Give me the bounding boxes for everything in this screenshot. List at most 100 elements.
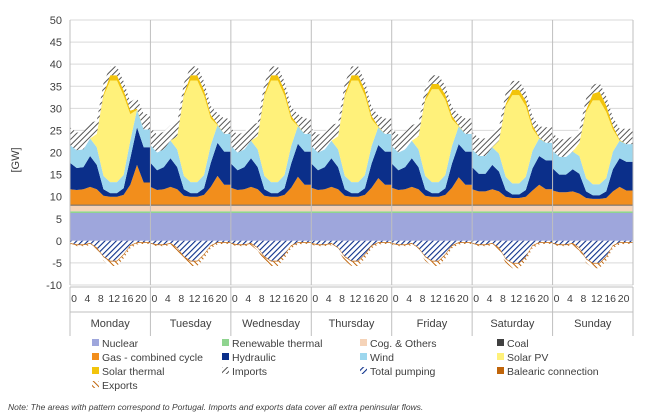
legend-swatch-hydraulic (222, 353, 229, 360)
x-hour-tick: 8 (178, 293, 184, 305)
area-nuclear-friday (391, 213, 473, 241)
legend-label-solar-pv: Solar PV (507, 352, 548, 364)
legend-label-renewable-thermal: Renewable thermal (232, 338, 322, 350)
area-gas-combined-cycle-sunday (552, 186, 633, 205)
area-coal-sunday (552, 204, 633, 206)
y-tick-label: -10 (46, 280, 62, 292)
legend-swatch-cog-others (360, 339, 367, 346)
legend: Nuclear Renewable thermal Cog. & Others Coa… (92, 338, 599, 392)
legend-label-exports: Exports (102, 380, 138, 392)
area-coal-saturday (472, 204, 553, 206)
area-total-pumping-tuesday (150, 240, 231, 261)
area-coal-thursday (311, 204, 392, 206)
area-exports-thursday (311, 243, 392, 266)
area-gas-combined-cycle-wednesday (230, 176, 312, 205)
legend-swatch-solar-pv (497, 353, 504, 360)
area-solar-pv-sunday (552, 100, 633, 185)
x-hour-tick: 16 (283, 293, 295, 305)
area-total-pumping-saturday (472, 240, 553, 263)
legend-label-gas-combined-cycle: Gas - combined cycle (102, 352, 203, 364)
x-day-label: Sunday (574, 318, 612, 330)
legend-swatch-total-pumping (360, 367, 367, 374)
legend-swatch-wind (360, 353, 367, 360)
x-hour-tick: 20 (216, 293, 228, 305)
area-cog-others-saturday (472, 205, 553, 212)
area-cog-others-wednesday (230, 205, 312, 212)
x-hour-tick: 4 (326, 293, 332, 305)
area-hydraulic-wednesday (230, 143, 312, 197)
y-tick-label: 5 (56, 214, 62, 226)
area-exports-wednesday (230, 243, 312, 266)
y-tick-label: 45 (50, 37, 62, 49)
y-tick-label: 40 (50, 59, 62, 71)
area-nuclear-wednesday (230, 213, 312, 241)
x-hour-tick: 8 (580, 293, 586, 305)
legend-label-nuclear: Nuclear (102, 338, 139, 350)
area-nuclear-saturday (472, 213, 553, 241)
chart-note: Note: The areas with pattern correspond … (8, 402, 423, 412)
legend-swatch-exports (92, 381, 99, 388)
legend-label-total-pumping: Total pumping (370, 366, 436, 378)
x-hour-tick: 0 (393, 293, 399, 305)
legend-label-hydraulic: Hydraulic (232, 352, 276, 364)
y-tick-label: -5 (52, 258, 62, 270)
x-day-label: Friday (417, 318, 448, 330)
area-nuclear-monday (70, 213, 151, 241)
legend-swatch-imports (222, 367, 229, 374)
x-hour-tick: 4 (165, 293, 171, 305)
area-renewable-thermal-sunday (552, 211, 633, 213)
x-hour-tick: 20 (618, 293, 630, 305)
y-tick-label: 0 (56, 236, 62, 248)
x-hour-tick: 20 (296, 293, 308, 305)
x-hour-tick: 20 (376, 293, 388, 305)
x-hour-tick: 0 (71, 293, 77, 305)
legend-label-imports: Imports (232, 366, 267, 378)
area-imports-friday (391, 75, 473, 153)
y-tick-label: 25 (50, 125, 62, 137)
x-hour-tick: 16 (363, 293, 375, 305)
area-wind-wednesday (230, 126, 312, 194)
area-imports-wednesday (230, 66, 312, 153)
area-wind-thursday (311, 127, 392, 194)
y-tick-label: 35 (50, 81, 62, 93)
x-hour-tick: 0 (554, 293, 560, 305)
legend-swatch-nuclear (92, 339, 99, 346)
area-exports-tuesday (150, 243, 231, 266)
area-hydraulic-monday (70, 127, 151, 197)
area-nuclear-thursday (311, 213, 392, 241)
area-wind-friday (391, 126, 473, 194)
area-coal-tuesday (150, 204, 231, 206)
y-tick-label: 15 (50, 170, 62, 182)
y-tick-label: 20 (50, 148, 62, 160)
area-wind-saturday (472, 138, 553, 195)
x-day-label: Thursday (329, 318, 375, 330)
area-cog-others-thursday (311, 205, 392, 212)
area-hydraulic-thursday (311, 145, 392, 197)
legend-swatch-coal (497, 339, 504, 346)
x-hour-tick: 4 (567, 293, 573, 305)
x-hour-tick: 16 (122, 293, 134, 305)
x-hour-tick: 4 (84, 293, 90, 305)
area-imports-saturday (472, 80, 553, 156)
x-hour-tick: 4 (245, 293, 251, 305)
x-hour-tick: 0 (473, 293, 479, 305)
area-hydraulic-friday (391, 144, 473, 197)
area-gas-combined-cycle-tuesday (150, 175, 231, 205)
x-day-label: Wednesday (242, 318, 300, 330)
x-hour-tick: 0 (152, 293, 158, 305)
area-renewable-thermal-monday (70, 211, 151, 213)
legend-label-wind: Wind (370, 352, 394, 364)
area-imports-monday (70, 66, 151, 151)
x-hour-tick: 4 (487, 293, 493, 305)
x-hour-tick: 16 (202, 293, 214, 305)
y-axis-title: [GW] (10, 147, 22, 172)
area-exports-friday (391, 243, 473, 266)
area-exports-sunday (552, 243, 633, 269)
area-renewable-thermal-friday (391, 211, 473, 213)
area-solar-pv-wednesday (230, 80, 312, 183)
area-gas-combined-cycle-monday (70, 164, 151, 205)
area-gas-combined-cycle-thursday (311, 178, 392, 205)
x-hour-tick: 12 (430, 293, 442, 305)
